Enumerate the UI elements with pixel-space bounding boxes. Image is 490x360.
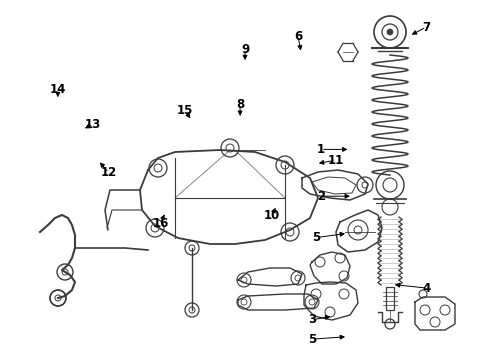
Text: 11: 11	[327, 154, 344, 167]
Text: 14: 14	[49, 83, 66, 96]
Text: 9: 9	[241, 43, 249, 56]
Text: 7: 7	[422, 21, 430, 33]
Text: 1: 1	[317, 143, 325, 156]
Bar	[386, 287, 394, 310]
Text: 6: 6	[294, 30, 302, 42]
Text: 10: 10	[264, 209, 280, 222]
Text: 16: 16	[152, 217, 169, 230]
Text: 3: 3	[309, 313, 317, 326]
Text: 5: 5	[312, 231, 320, 244]
Text: 12: 12	[100, 166, 117, 179]
Text: 8: 8	[236, 98, 244, 111]
Text: 4: 4	[422, 282, 430, 294]
Text: 2: 2	[317, 190, 325, 203]
Text: 13: 13	[85, 118, 101, 131]
Circle shape	[387, 29, 393, 35]
Text: 15: 15	[177, 104, 194, 117]
Text: 5: 5	[309, 333, 317, 346]
